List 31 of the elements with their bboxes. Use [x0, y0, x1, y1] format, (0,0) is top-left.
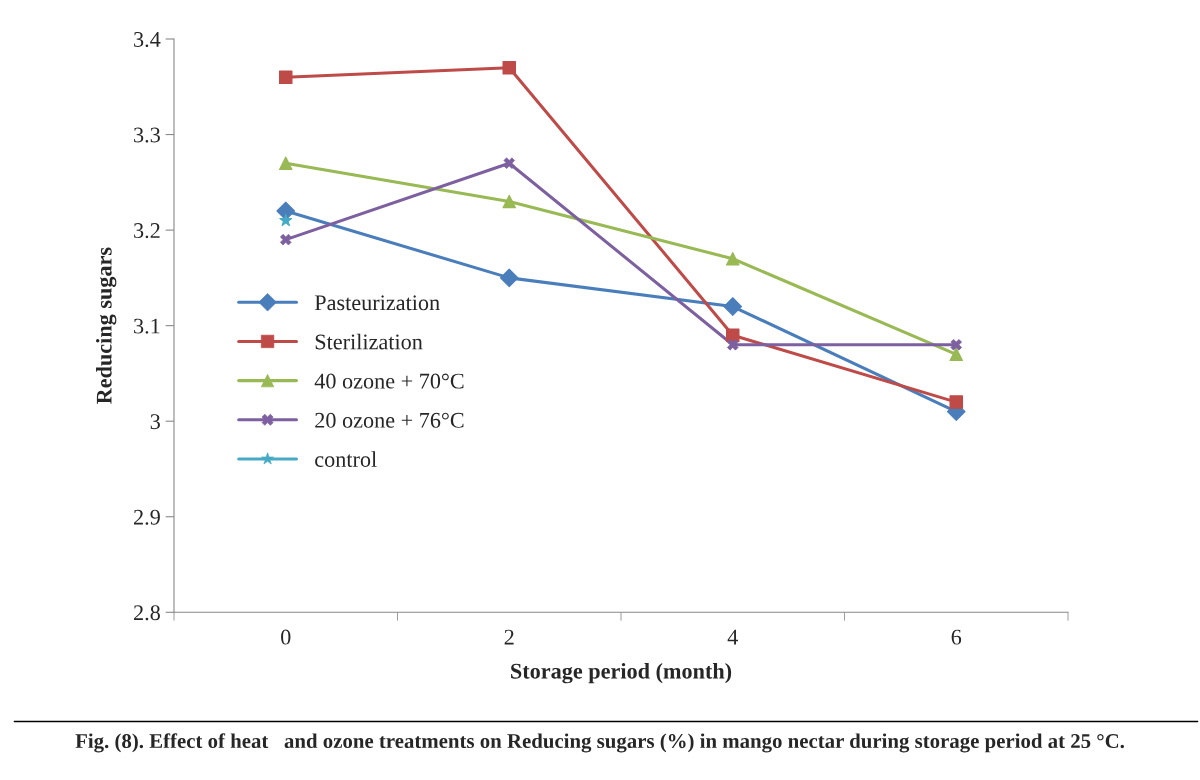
y-tick-label: 3.4 — [134, 31, 161, 48]
point — [278, 156, 293, 170]
point — [276, 201, 296, 221]
y-tick-label: 2.9 — [134, 509, 160, 525]
text: Fig. (8). Effect of heat and ozone treatments on Reducing sugars (%) in mango nectar during storage period at 25 °C. — [75, 733, 1124, 753]
x-tick-label: 0 — [281, 629, 291, 645]
point — [723, 297, 743, 316]
point — [279, 213, 293, 227]
legend-label: 20 ozone + 76°C — [315, 412, 464, 428]
point — [502, 194, 517, 209]
legend-label: Sterilization — [315, 333, 423, 350]
x-tick-label: 2 — [504, 629, 514, 645]
x-tick-label: 4 — [727, 629, 738, 645]
y-tick-label: 3.3 — [134, 127, 160, 143]
y-axis-title: Reducing sugars — [96, 247, 117, 404]
legend-label: Pasteurization — [314, 295, 440, 311]
point — [499, 268, 519, 288]
y-tick-label: 3.1 — [134, 318, 160, 334]
y-tick-label: 3 — [150, 414, 160, 430]
point — [725, 251, 740, 266]
point — [949, 395, 964, 409]
y-tick-label: 2.8 — [134, 605, 160, 621]
point — [502, 60, 517, 75]
point — [949, 347, 964, 362]
point — [725, 328, 740, 342]
point — [278, 70, 293, 84]
y-tick-label: 3.2 — [134, 223, 160, 239]
x-tick-label: 6 — [951, 629, 962, 645]
x-axis-title: Storage period (month) — [511, 663, 732, 684]
legend-label: control — [315, 451, 377, 467]
legend-label: 40 ozone + 70°C — [314, 373, 464, 389]
